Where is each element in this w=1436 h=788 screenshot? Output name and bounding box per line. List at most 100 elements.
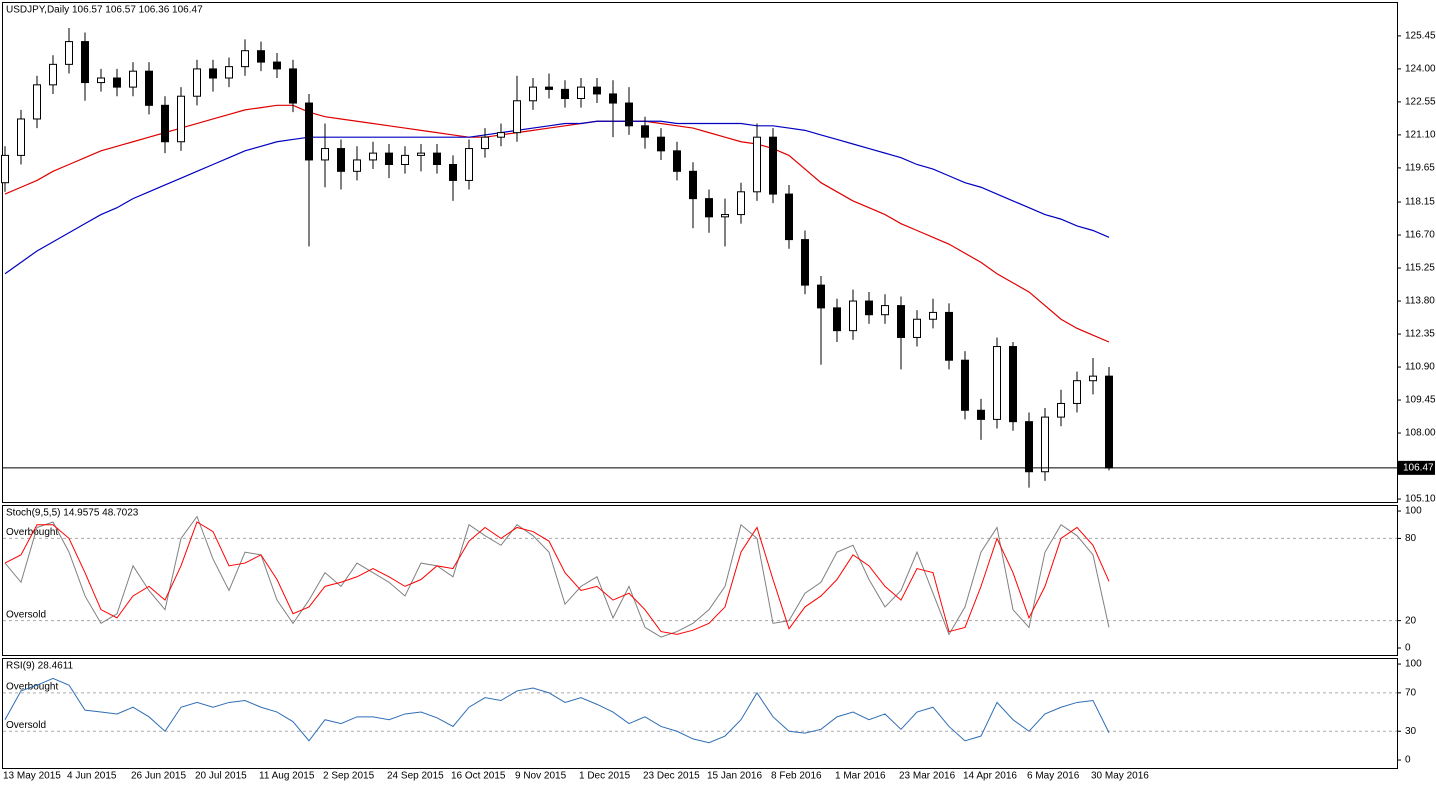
candle-body — [49, 63, 57, 86]
x-tick-label: 14 Apr 2016 — [963, 771, 1017, 782]
candle-body — [337, 148, 345, 172]
candle-body — [97, 77, 105, 84]
candle-body — [641, 125, 649, 138]
candle-body — [593, 86, 601, 95]
candle-body — [801, 239, 809, 286]
candle-body — [737, 191, 745, 216]
candle-body — [577, 86, 585, 99]
candle-body — [609, 93, 617, 104]
x-tick-label: 2 Sep 2015 — [323, 771, 375, 782]
candle-body — [849, 300, 857, 332]
candle-body — [113, 77, 121, 88]
candle-body — [657, 136, 665, 152]
x-tick-label: 11 Aug 2015 — [259, 771, 315, 782]
candle-body — [1009, 346, 1017, 423]
chart-title: USDJPY,Daily 106.57 106.57 106.36 106.47 — [6, 5, 203, 16]
candle-body — [561, 88, 569, 99]
candle-body — [881, 305, 889, 316]
y-tick-label: 108.00 — [1405, 428, 1436, 439]
x-tick-label: 23 Mar 2016 — [899, 771, 956, 782]
candle-body — [257, 50, 265, 63]
x-tick-label: 6 May 2016 — [1027, 771, 1080, 782]
candle-body — [1089, 375, 1097, 382]
y-tick-label: 100 — [1405, 506, 1422, 517]
candle-body — [17, 118, 25, 156]
y-tick-label: 112.35 — [1405, 329, 1435, 340]
y-tick-label: 124.00 — [1405, 64, 1436, 75]
x-tick-label: 26 Jun 2015 — [131, 771, 186, 782]
candle-body — [193, 68, 201, 97]
last-price-box — [1398, 460, 1435, 475]
candle-body — [753, 136, 761, 193]
candle-body — [81, 41, 89, 84]
y-tick-label: 30 — [1405, 726, 1417, 737]
y-tick-label: 0 — [1405, 755, 1411, 766]
candle-body — [369, 152, 377, 161]
y-tick-label: 20 — [1405, 615, 1417, 626]
candle-body — [305, 102, 313, 161]
x-tick-label: 4 Jun 2015 — [67, 771, 117, 782]
y-tick-label: 119.65 — [1405, 163, 1435, 174]
y-tick-label: 118.15 — [1405, 197, 1435, 208]
y-tick-label: 122.55 — [1405, 97, 1436, 108]
y-tick-label: 113.80 — [1405, 296, 1435, 307]
candle-body — [513, 100, 521, 134]
candle-body — [769, 136, 777, 195]
candle-body — [817, 284, 825, 309]
y-tick-label: 121.10 — [1405, 130, 1436, 141]
level-label: Oversold — [6, 609, 46, 620]
candle-body — [689, 170, 697, 200]
candle-body — [417, 152, 425, 156]
x-tick-label: 8 Feb 2016 — [771, 771, 822, 782]
x-tick-label: 1 Dec 2015 — [579, 771, 631, 782]
y-tick-label: 115.25 — [1405, 263, 1435, 274]
candle-body — [273, 61, 281, 70]
candle-body — [1073, 380, 1081, 404]
y-tick-label: 100 — [1405, 659, 1422, 670]
candle-body — [209, 68, 217, 79]
candle-body — [65, 41, 73, 65]
candle-body — [897, 305, 905, 338]
moving-average — [4, 104, 1110, 343]
y-tick-label: 110.90 — [1405, 362, 1435, 373]
candle-body — [433, 152, 441, 165]
candle-body — [225, 66, 233, 79]
candle-body — [1, 154, 9, 184]
level-label: Oversold — [6, 720, 46, 731]
candle-body — [401, 154, 409, 165]
candle-body — [449, 163, 457, 181]
candle-body — [977, 409, 985, 420]
y-tick-label: 125.45 — [1405, 31, 1436, 42]
x-tick-label: 15 Jan 2016 — [707, 771, 762, 782]
y-tick-label: 109.45 — [1405, 395, 1436, 406]
y-tick-label: 0 — [1405, 643, 1411, 654]
stoch-panel — [2, 505, 1398, 656]
candle-body — [161, 104, 169, 143]
candle-body — [913, 318, 921, 338]
y-tick-label: 116.70 — [1405, 230, 1435, 241]
rsi-panel — [2, 658, 1398, 769]
level-label: Overbought — [6, 527, 58, 538]
candle-body — [721, 214, 729, 218]
candle-body — [993, 346, 1001, 420]
indicator-line — [4, 677, 1110, 744]
candle-body — [353, 159, 361, 172]
candle-body — [929, 311, 937, 320]
x-tick-label: 1 Mar 2016 — [835, 771, 886, 782]
candle-body — [529, 86, 537, 102]
candle-body — [385, 152, 393, 165]
candle-body — [1057, 402, 1065, 418]
candle-body — [129, 70, 137, 88]
candle-body — [833, 307, 841, 332]
candle-body — [289, 68, 297, 104]
candle-body — [545, 86, 553, 90]
candle-body — [625, 102, 633, 127]
stoch-title: Stoch(9,5,5) 14.9575 48.7023 — [6, 508, 139, 519]
candle-body — [961, 359, 969, 411]
candle-body — [241, 50, 249, 68]
x-tick-label: 24 Sep 2015 — [387, 771, 444, 782]
last-price-label: 106.47 — [1403, 463, 1434, 474]
